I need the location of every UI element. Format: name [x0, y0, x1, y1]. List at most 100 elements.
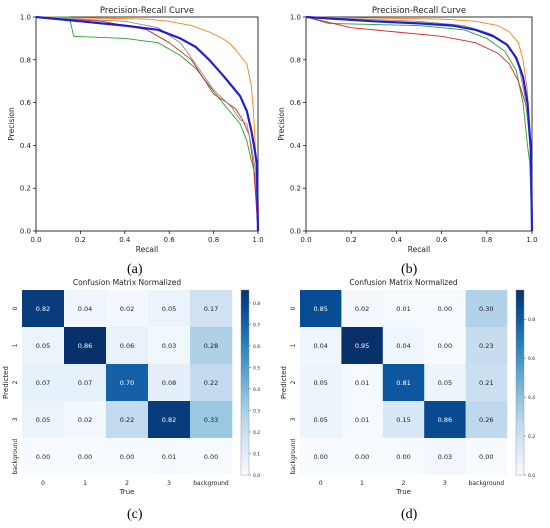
x-tick-label: background	[193, 480, 229, 487]
colorbar-segment	[516, 323, 524, 328]
cm-cell-value: 0.08	[162, 379, 176, 387]
chart-title: Precision-Recall Curve	[100, 6, 194, 16]
colorbar-segment	[516, 293, 524, 297]
cm-cell-value: 0.00	[438, 305, 452, 313]
colorbar-segment	[241, 471, 249, 476]
colorbar-segment	[241, 342, 249, 346]
colorbar-segment	[516, 345, 524, 349]
cm-cell	[341, 327, 384, 365]
cm-cell	[64, 327, 107, 365]
cm-cell	[64, 438, 107, 476]
colorbar-segment	[516, 354, 524, 359]
cm-cell	[190, 364, 233, 402]
chart-title: Precision-Recall Curve	[372, 6, 466, 16]
cm-cell-value: 0.01	[355, 416, 369, 424]
cm-cell	[465, 290, 508, 328]
cm-cell-value: 0.03	[438, 453, 452, 461]
colorbar-segment	[516, 311, 524, 316]
colorbar-segment	[241, 419, 249, 423]
cm-cell	[64, 290, 107, 328]
cm-cell	[341, 438, 384, 476]
colorbar-segment	[516, 388, 524, 393]
colorbar-segment	[241, 447, 249, 451]
x-tick-label: 0.4	[391, 236, 403, 244]
y-tick-label: 0.2	[20, 185, 31, 193]
colorbar-segment	[516, 296, 524, 300]
colorbar-segment	[516, 459, 524, 464]
y-axis-label: Precision	[7, 107, 16, 141]
cm-cell	[22, 327, 65, 365]
cm-cell-value: 0.86	[78, 342, 92, 350]
colorbar-segment	[516, 453, 524, 457]
cm-cell-value: 0.81	[396, 379, 410, 387]
panel-label-a: (a)	[127, 262, 143, 277]
cm-cell	[148, 327, 191, 365]
x-tick-label: 0.6	[436, 236, 448, 244]
colorbar-segment	[241, 367, 249, 371]
colorbar-segment	[241, 431, 249, 436]
colorbar-segment	[241, 391, 249, 396]
cm-cell	[190, 401, 233, 439]
colorbar-tick-label: 0.2	[528, 434, 535, 440]
cm-cell	[300, 290, 342, 328]
y-axis-label: Precision	[277, 107, 286, 141]
colorbar-segment	[241, 456, 249, 460]
cm-cell-value: 0.00	[313, 453, 327, 461]
cm-cell	[341, 401, 384, 439]
colorbar-segment	[241, 360, 249, 365]
colorbar-tick-label: 0.1	[253, 451, 260, 457]
colorbar-segment	[241, 376, 249, 380]
pr-series-line-0	[305, 16, 533, 232]
cm-cell-value: 0.05	[438, 379, 452, 387]
cm-cell	[465, 401, 508, 439]
cm-cell	[148, 401, 191, 439]
x-axis-label: Recall	[136, 245, 158, 254]
cm-cell-value: 0.00	[438, 342, 452, 350]
cm-cell	[22, 290, 65, 328]
cm-cell	[465, 327, 508, 365]
colorbar-segment	[241, 305, 249, 309]
colorbar-segment	[241, 382, 249, 386]
pr-series-line-4	[305, 15, 534, 232]
colorbar-segment	[241, 410, 249, 414]
cm-cell	[106, 290, 149, 328]
x-tick-label: 0.6	[164, 236, 176, 244]
colorbar-segment	[241, 422, 249, 427]
x-tick-label: 0.2	[75, 236, 86, 244]
y-tick-label: 0	[290, 306, 297, 310]
cm-cell-value: 0.28	[204, 342, 218, 350]
pr-plot-area-a	[35, 16, 259, 232]
colorbar-segment	[241, 407, 249, 411]
colorbar-segment	[241, 336, 249, 340]
colorbar-tick-label: 0.6	[253, 344, 260, 350]
y-tick-label: 2	[290, 380, 297, 384]
colorbar-frame	[515, 289, 525, 476]
x-tick-label: 0.8	[481, 236, 492, 244]
colorbar-segment	[241, 453, 249, 457]
colorbar-segment	[516, 391, 524, 396]
colorbar-segment	[516, 428, 524, 433]
cm-cell	[106, 364, 149, 402]
colorbar-segment	[516, 394, 524, 399]
colorbar-tick-label: 0.7	[253, 322, 260, 328]
cm-cell	[106, 438, 149, 476]
colorbar-segment	[241, 293, 249, 297]
x-tick-label: 0	[319, 480, 323, 487]
colorbar-segment	[516, 434, 524, 439]
cm-cell-value: 0.00	[479, 453, 493, 461]
y-tick-label: 3	[290, 417, 297, 421]
colorbar-segment	[241, 320, 249, 325]
cm-cell-value: 0.00	[396, 453, 410, 461]
colorbar-segment	[516, 401, 524, 405]
cm-cell	[64, 364, 107, 402]
x-tick-label: 3	[443, 480, 447, 487]
cm-cell	[148, 364, 191, 402]
colorbar-segment	[241, 397, 249, 402]
colorbar-segment	[241, 311, 249, 316]
cm-cell-value: 0.02	[120, 305, 134, 313]
x-tick-label: 2	[125, 480, 129, 487]
colorbar-segment	[516, 382, 524, 386]
cm-cell-value: 0.07	[78, 379, 92, 387]
colorbar-segment	[516, 379, 524, 383]
